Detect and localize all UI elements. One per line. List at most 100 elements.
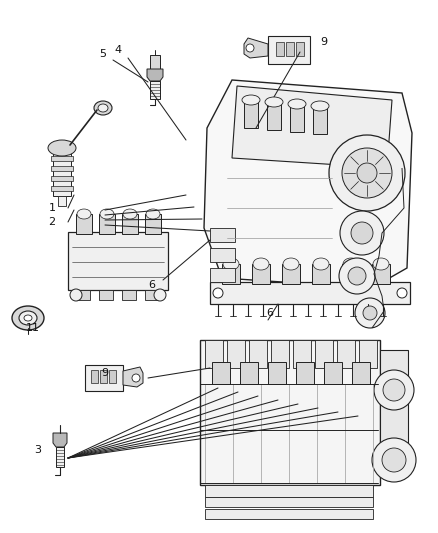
Bar bbox=[99, 214, 115, 234]
Bar bbox=[267, 362, 285, 384]
Bar bbox=[276, 42, 283, 56]
Ellipse shape bbox=[223, 258, 238, 270]
Ellipse shape bbox=[265, 97, 283, 107]
Bar bbox=[51, 166, 73, 171]
Ellipse shape bbox=[283, 258, 298, 270]
Bar bbox=[85, 365, 123, 391]
Bar bbox=[76, 214, 92, 234]
Ellipse shape bbox=[123, 209, 137, 219]
Bar bbox=[285, 42, 293, 56]
Text: 9: 9 bbox=[101, 368, 108, 378]
Text: 11: 11 bbox=[26, 323, 40, 333]
Ellipse shape bbox=[373, 370, 413, 410]
Bar bbox=[379, 350, 407, 475]
Polygon shape bbox=[147, 69, 162, 81]
Bar bbox=[311, 264, 329, 284]
Bar bbox=[99, 290, 113, 300]
Ellipse shape bbox=[98, 104, 108, 112]
Text: 4: 4 bbox=[114, 45, 121, 55]
Bar bbox=[292, 340, 310, 368]
Ellipse shape bbox=[48, 140, 76, 156]
Bar bbox=[122, 290, 136, 300]
Bar bbox=[266, 102, 280, 130]
Bar bbox=[240, 362, 258, 384]
Bar bbox=[91, 370, 98, 383]
Bar bbox=[358, 340, 376, 368]
Bar bbox=[295, 42, 303, 56]
Ellipse shape bbox=[382, 379, 404, 401]
Bar bbox=[58, 196, 66, 206]
Bar bbox=[209, 282, 409, 304]
Ellipse shape bbox=[396, 288, 406, 298]
Bar bbox=[270, 340, 288, 368]
Ellipse shape bbox=[354, 298, 384, 328]
Ellipse shape bbox=[381, 448, 405, 472]
Bar bbox=[212, 362, 230, 384]
Polygon shape bbox=[231, 86, 391, 168]
Ellipse shape bbox=[287, 99, 305, 109]
Ellipse shape bbox=[347, 267, 365, 285]
Polygon shape bbox=[204, 80, 411, 288]
Ellipse shape bbox=[356, 163, 376, 183]
Bar bbox=[222, 264, 240, 284]
Bar bbox=[209, 248, 234, 262]
Bar bbox=[226, 340, 244, 368]
Ellipse shape bbox=[132, 374, 140, 382]
Ellipse shape bbox=[371, 438, 415, 482]
Bar bbox=[150, 55, 159, 69]
Ellipse shape bbox=[70, 289, 82, 301]
Ellipse shape bbox=[372, 258, 388, 270]
Ellipse shape bbox=[100, 209, 114, 219]
Bar bbox=[145, 214, 161, 234]
Bar bbox=[145, 290, 159, 300]
Bar bbox=[56, 447, 64, 467]
Ellipse shape bbox=[19, 311, 37, 325]
Bar bbox=[281, 264, 299, 284]
Ellipse shape bbox=[310, 101, 328, 111]
Text: 2: 2 bbox=[48, 217, 56, 227]
Bar bbox=[205, 485, 372, 497]
Bar bbox=[290, 104, 303, 132]
Text: 6: 6 bbox=[266, 308, 273, 318]
Ellipse shape bbox=[350, 222, 372, 244]
Text: 6: 6 bbox=[148, 280, 155, 290]
Bar bbox=[122, 214, 138, 234]
Ellipse shape bbox=[338, 258, 374, 294]
Bar bbox=[109, 370, 116, 383]
Bar bbox=[150, 81, 159, 99]
Bar bbox=[295, 362, 313, 384]
Bar bbox=[209, 268, 234, 282]
Ellipse shape bbox=[146, 209, 159, 219]
Bar bbox=[251, 264, 269, 284]
Bar bbox=[209, 228, 234, 242]
Ellipse shape bbox=[339, 211, 383, 255]
Ellipse shape bbox=[245, 44, 254, 52]
Bar bbox=[51, 176, 73, 181]
Text: 9: 9 bbox=[320, 37, 327, 47]
Bar bbox=[51, 156, 73, 161]
Ellipse shape bbox=[77, 209, 91, 219]
Polygon shape bbox=[123, 367, 143, 387]
Ellipse shape bbox=[154, 289, 166, 301]
Text: 3: 3 bbox=[35, 445, 42, 455]
Ellipse shape bbox=[362, 306, 376, 320]
Bar bbox=[100, 370, 107, 383]
Ellipse shape bbox=[212, 288, 223, 298]
Bar bbox=[200, 340, 379, 485]
Bar bbox=[244, 100, 258, 128]
Bar bbox=[205, 340, 223, 368]
Text: 1: 1 bbox=[48, 203, 55, 213]
Ellipse shape bbox=[312, 258, 328, 270]
Bar bbox=[314, 340, 332, 368]
Bar bbox=[205, 509, 372, 519]
Bar bbox=[68, 232, 168, 290]
Ellipse shape bbox=[252, 258, 268, 270]
Bar bbox=[51, 186, 73, 191]
Bar bbox=[336, 340, 354, 368]
Bar bbox=[248, 340, 266, 368]
Ellipse shape bbox=[12, 306, 44, 330]
Bar bbox=[53, 148, 71, 196]
Bar bbox=[341, 264, 359, 284]
Bar bbox=[323, 362, 341, 384]
Ellipse shape bbox=[241, 95, 259, 105]
